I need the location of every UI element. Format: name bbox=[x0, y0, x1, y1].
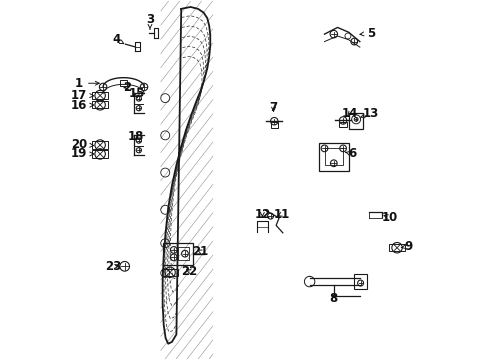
Bar bbox=[349, 113, 362, 129]
Text: 8: 8 bbox=[329, 292, 337, 305]
Text: 9: 9 bbox=[401, 240, 411, 253]
Bar bbox=[162, 269, 178, 276]
Bar bbox=[324, 148, 343, 165]
Bar bbox=[318, 143, 348, 171]
Text: 13: 13 bbox=[359, 107, 378, 120]
Text: 4: 4 bbox=[112, 33, 123, 46]
Bar bbox=[92, 150, 108, 158]
Text: 10: 10 bbox=[381, 211, 397, 224]
Text: 15: 15 bbox=[129, 87, 145, 100]
Text: 21: 21 bbox=[192, 245, 208, 258]
Text: 12: 12 bbox=[254, 208, 270, 221]
Bar bbox=[353, 274, 366, 289]
Text: 2: 2 bbox=[123, 81, 131, 94]
Bar bbox=[120, 80, 127, 86]
Bar bbox=[270, 122, 277, 128]
Text: 22: 22 bbox=[181, 265, 197, 278]
Bar bbox=[92, 141, 108, 149]
Text: 23: 23 bbox=[105, 260, 122, 273]
Text: 6: 6 bbox=[345, 148, 356, 161]
Text: 20: 20 bbox=[71, 138, 94, 151]
Text: 16: 16 bbox=[71, 99, 94, 112]
Bar bbox=[163, 243, 193, 265]
Text: 14: 14 bbox=[341, 107, 357, 120]
Text: 7: 7 bbox=[269, 101, 277, 114]
Text: 5: 5 bbox=[359, 27, 374, 40]
Bar bbox=[339, 122, 346, 127]
Bar bbox=[92, 101, 108, 108]
Bar bbox=[388, 244, 404, 251]
Bar bbox=[177, 247, 188, 260]
Text: 1: 1 bbox=[75, 77, 99, 90]
Text: 3: 3 bbox=[145, 13, 154, 29]
Text: 17: 17 bbox=[71, 89, 94, 102]
Bar bbox=[92, 92, 108, 99]
Text: 19: 19 bbox=[71, 148, 94, 161]
Text: 11: 11 bbox=[273, 208, 289, 221]
Text: 18: 18 bbox=[127, 130, 144, 143]
